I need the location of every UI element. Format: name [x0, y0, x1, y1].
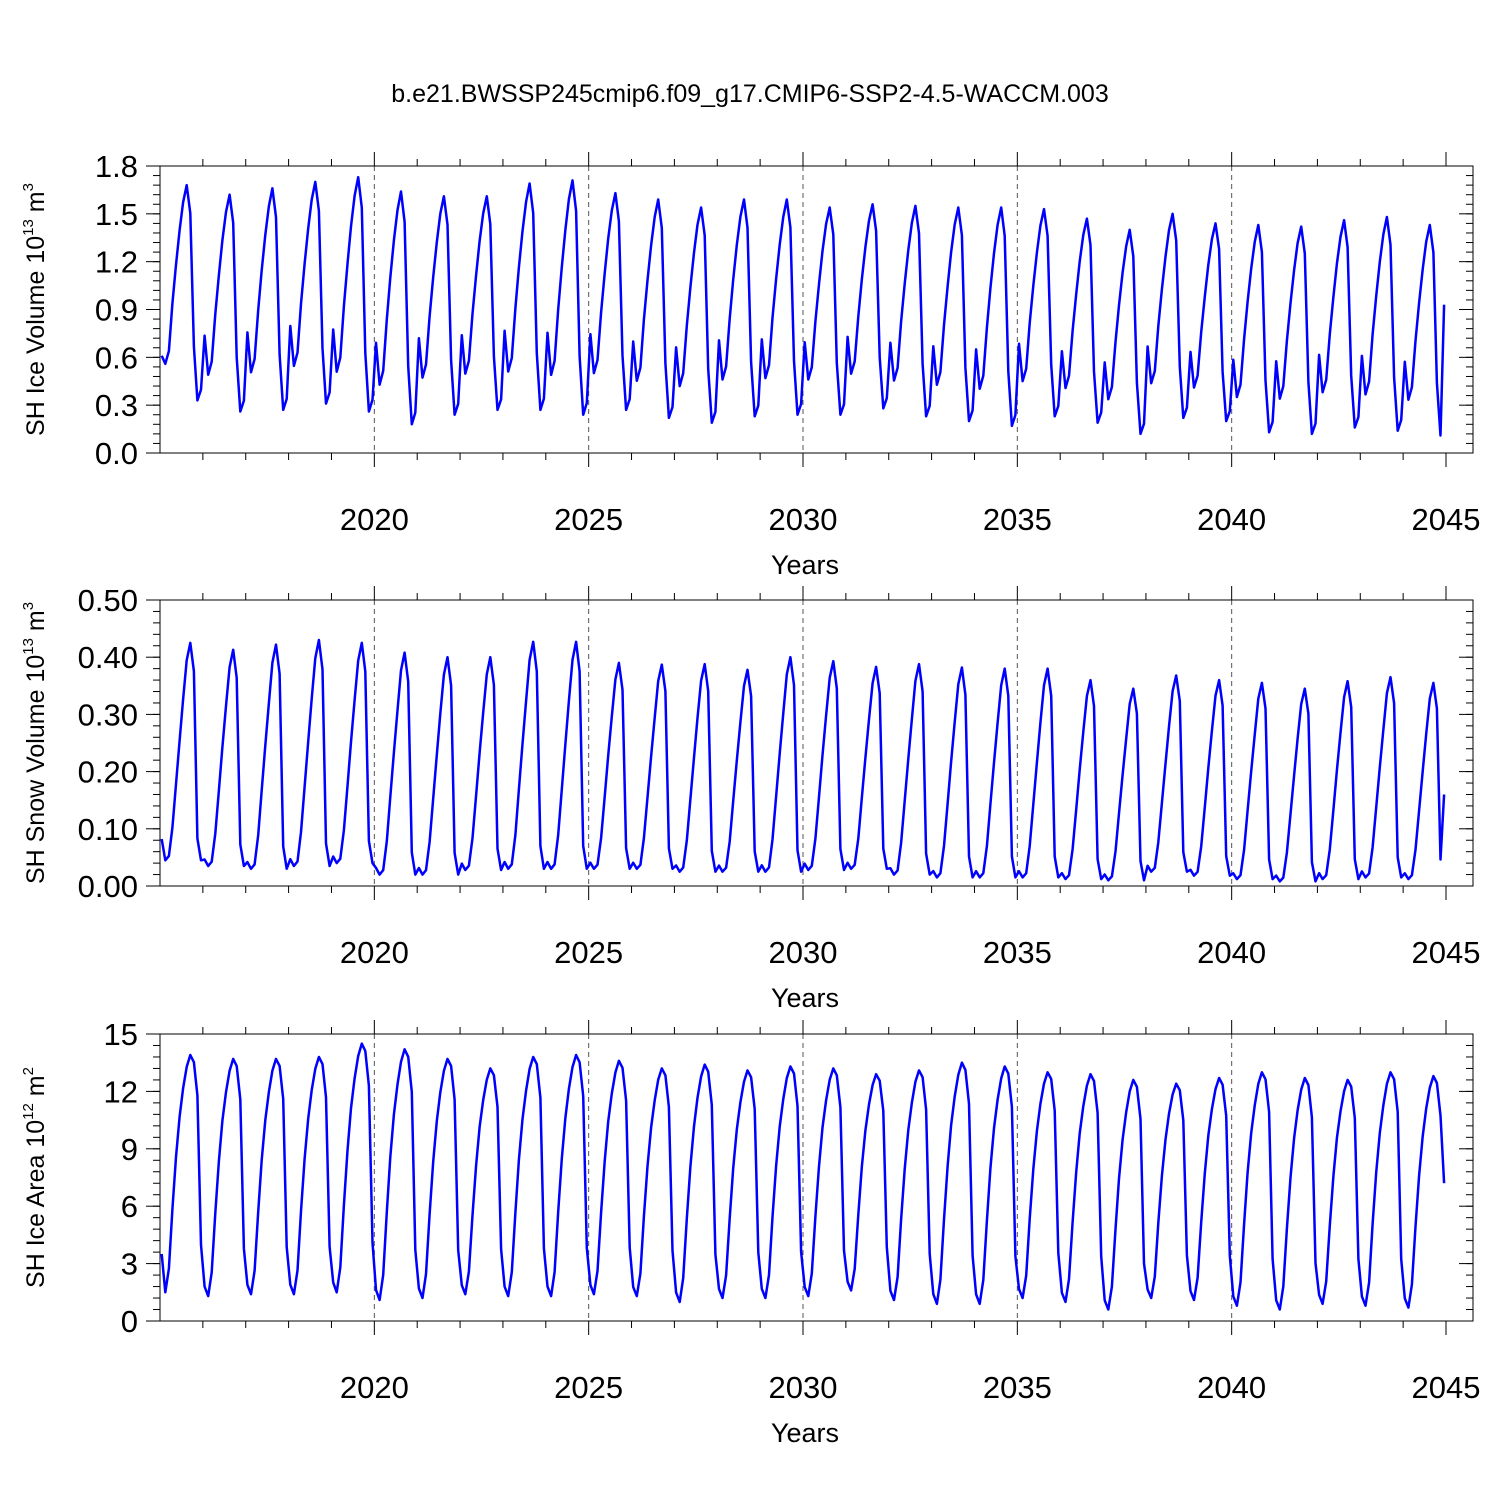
snow-volume-y-tick-label: 0.40 — [78, 640, 138, 675]
snow-volume-y-axis-label: SH Snow Volume 1013 m3 — [20, 602, 50, 884]
ice-volume-x-tick-label: 2025 — [554, 502, 623, 537]
ice-volume-y-axis-label-part: m — [22, 191, 50, 219]
snow-volume-y-axis-label-part: m — [22, 610, 50, 638]
figure-title: b.e21.BWSSP245cmip6.f09_g17.CMIP6-SSP2-4… — [391, 80, 1108, 108]
snow-volume-y-tick-label: 0.20 — [78, 755, 138, 790]
ice-volume-y-axis-label-part: 13 — [20, 219, 37, 236]
ice-area-y-tick-label: 3 — [121, 1247, 138, 1282]
ice-area-x-tick-label: 2045 — [1412, 1370, 1481, 1405]
ice-area-y-axis-label-part: 2 — [20, 1067, 37, 1075]
ice-volume-x-tick-label: 2020 — [340, 502, 409, 537]
ice-volume-y-axis-label-part: SH Ice Volume 10 — [22, 236, 50, 436]
ice-volume-y-axis-label: SH Ice Volume 1013 m3 — [20, 183, 50, 436]
ice-area-y-axis-label: SH Ice Area 1012 m2 — [20, 1067, 50, 1288]
ice-area-y-axis-label-part: SH Ice Area 10 — [22, 1120, 50, 1288]
ice-area-series-line — [160, 1042, 1446, 1311]
ice-volume-y-axis-label-part: 3 — [20, 183, 37, 191]
snow-volume-y-tick-label: 0.50 — [78, 583, 138, 618]
snow-volume-y-axis-label-part: 13 — [20, 638, 37, 655]
ice-area-plot-frame — [159, 1033, 1474, 1322]
ice-area-x-tick-label: 2025 — [554, 1370, 623, 1405]
snow-volume-x-tick-label: 2025 — [554, 935, 623, 970]
ice-area-x-tick-label: 2040 — [1197, 1370, 1266, 1405]
ice-volume-panel: 0.0 0.3 0.6 0.9 1.2 1.5 1.8 2020 2025 2030 2035 204… — [20, 149, 1480, 580]
ice-volume-x-tick-label: 2030 — [769, 502, 838, 537]
ice-volume-x-axis-label: Years — [771, 550, 839, 580]
snow-volume-x-tick-label: 2035 — [983, 935, 1052, 970]
ice-area-panel: 0 3 6 9 12 15 2020 2025 2030 2035 2040 2045 Years SH … — [20, 1017, 1480, 1448]
ice-area-y-axis-label-part: m — [22, 1075, 50, 1103]
ice-volume-y-tick-label: 1.8 — [95, 149, 138, 184]
ice-area-y-axis-label-part: 12 — [20, 1103, 37, 1120]
ice-volume-y-tick-label: 1.5 — [95, 197, 138, 232]
ice-volume-y-tick-label: 0.0 — [95, 436, 138, 471]
snow-volume-series-line — [160, 638, 1446, 883]
snow-volume-y-tick-label: 0.10 — [78, 812, 138, 847]
ice-area-x-tick-label: 2030 — [769, 1370, 838, 1405]
ice-volume-y-tick-label: 1.2 — [95, 245, 138, 280]
ice-volume-x-tick-label: 2045 — [1412, 502, 1481, 537]
ice-volume-x-tick-label: 2035 — [983, 502, 1052, 537]
ice-volume-y-tick-label: 0.6 — [95, 340, 138, 375]
snow-volume-panel: 0.00 0.10 0.20 0.30 0.40 0.50 2020 2025 2030 2035… — [20, 583, 1480, 1013]
ice-area-y-tick-label: 6 — [121, 1189, 138, 1224]
snow-volume-y-tick-label: 0.00 — [78, 869, 138, 904]
snow-volume-y-tick-label: 0.30 — [78, 697, 138, 732]
snow-volume-x-tick-label: 2030 — [769, 935, 838, 970]
ice-area-y-tick-label: 15 — [104, 1017, 138, 1052]
snow-volume-x-tick-label: 2040 — [1197, 935, 1266, 970]
ice-volume-series-line — [160, 175, 1446, 437]
snow-volume-x-tick-label: 2045 — [1412, 935, 1481, 970]
ice-volume-x-tick-label: 2040 — [1197, 502, 1266, 537]
ice-area-y-tick-label: 12 — [104, 1074, 138, 1109]
snow-volume-x-axis-label: Years — [771, 983, 839, 1013]
snow-volume-x-tick-label: 2020 — [340, 935, 409, 970]
ice-area-x-tick-label: 2035 — [983, 1370, 1052, 1405]
ice-area-x-tick-label: 2020 — [340, 1370, 409, 1405]
ice-area-x-axis-label: Years — [771, 1418, 839, 1448]
ice-area-y-tick-label: 0 — [121, 1304, 138, 1339]
ice-volume-y-tick-label: 0.9 — [95, 293, 138, 328]
snow-volume-plot-frame — [159, 599, 1474, 887]
snow-volume-y-axis-label-part: 3 — [20, 602, 37, 610]
ice-area-y-tick-label: 9 — [121, 1132, 138, 1167]
snow-volume-y-axis-label-part: SH Snow Volume 10 — [22, 655, 50, 884]
ice-volume-y-tick-label: 0.3 — [95, 388, 138, 423]
